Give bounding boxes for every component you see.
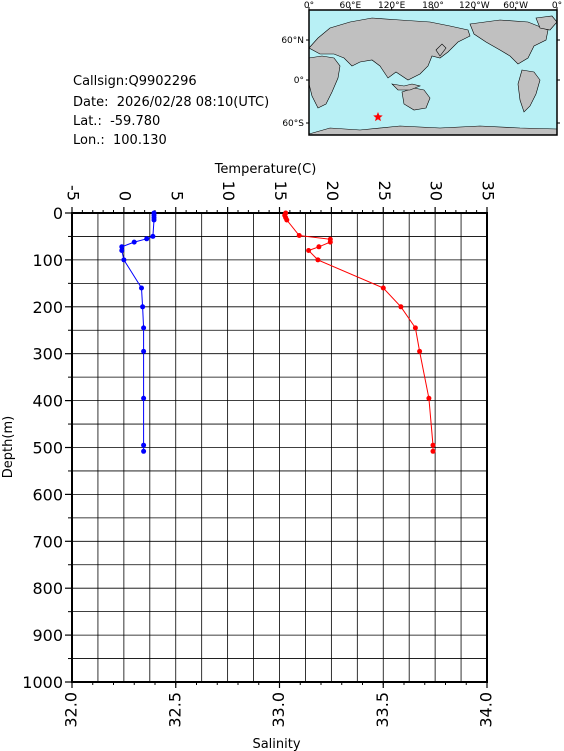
depth-tick-label: 300 (32, 345, 63, 364)
salinity-data-point (131, 239, 137, 245)
temperature-tick-label: 0 (115, 191, 134, 201)
map-land-north-america (469, 19, 549, 65)
depth-tick-label: 500 (32, 439, 63, 458)
lon-label: Lon.: (73, 133, 105, 148)
salinity-data-point (141, 442, 147, 448)
temperature-tick-label: 35 (479, 181, 498, 201)
callsign-label: Callsign: (73, 74, 129, 89)
depth-tick-label: 0 (53, 204, 63, 223)
map-lat-tick-label: 60°S (282, 119, 304, 129)
temperature-data-point (316, 244, 322, 250)
temperature-data-point (327, 239, 333, 245)
salinity-data-point (141, 348, 147, 354)
depth-tick-label: 1000 (22, 673, 63, 692)
depth-tick-label: 600 (32, 485, 63, 504)
salinity-data-point (121, 257, 127, 263)
map-land-greenland (535, 15, 558, 31)
callsign-value: Q9902296 (128, 74, 197, 89)
map-land-japan (435, 43, 447, 57)
temperature-data-point (284, 217, 290, 223)
location-map: 0° 60°E 120°E 180° 120°W 60°W 0° 60°N 0° 60°S (281, 1, 562, 136)
map-land-europe-asia (308, 17, 471, 81)
depth-tick-label: 200 (32, 298, 63, 317)
salinity-data-point (119, 244, 125, 250)
date-value: 2026/02/28 08:10(UTC) (116, 95, 270, 110)
salinity-axis-title: Salinity (252, 737, 300, 751)
temperature-data-point (417, 348, 423, 354)
salinity-data-point (141, 448, 147, 454)
temperature-data-point (412, 325, 418, 331)
temperature-data-point (430, 442, 436, 448)
temperature-tick-label: -5 (64, 185, 83, 201)
map-lat-tick-label: 60°N (281, 36, 304, 46)
salinity-data-point (151, 217, 157, 223)
station-marker-icon (373, 112, 383, 122)
map-lon-tick-label: 60°E (340, 1, 362, 11)
temperature-tick-label: 10 (219, 181, 238, 201)
temperature-data-point (398, 304, 404, 310)
depth-tick-label: 700 (32, 532, 63, 551)
map-land-africa (308, 55, 341, 109)
lat-value: -59.780 (110, 114, 161, 129)
map-land-indonesia (391, 83, 421, 91)
salinity-data-point (150, 233, 156, 239)
depth-tick-label: 100 (32, 251, 63, 270)
date-line: Date: 2026/02/28 08:10(UTC) (73, 95, 269, 111)
map-lon-tick-label: 180° (422, 1, 444, 11)
depth-tick-label: 900 (32, 626, 63, 645)
lon-value: 100.130 (113, 133, 167, 148)
map-lat-tick-label: 0° (294, 76, 304, 86)
lat-label: Lat.: (73, 114, 102, 129)
salinity-tick-label: 32.5 (165, 692, 184, 728)
plot-frame (71, 212, 488, 683)
salinity-tick-label: 32.0 (62, 692, 81, 728)
temperature-data-point (380, 285, 386, 291)
temperature-tick-label: 20 (323, 181, 342, 201)
temperature-tick-label: 25 (375, 181, 394, 201)
salinity-tick-label: 34.0 (477, 692, 496, 728)
salinity-data-point (141, 325, 147, 331)
temperature-data-point (426, 395, 432, 401)
temperature-data-point (430, 448, 436, 454)
temperature-tick-label: 5 (167, 191, 186, 201)
salinity-tick-label: 33.0 (269, 692, 288, 728)
temperature-data-point (296, 233, 302, 238)
date-label: Date: (73, 95, 109, 110)
map-lon-tick-label: 60°W (503, 1, 528, 11)
salinity-tick-label: 33.5 (373, 692, 392, 728)
salinity-data-point (139, 285, 144, 291)
callsign-line: Callsign:Q9902296 (73, 74, 197, 90)
temperature-tick-label: 15 (271, 181, 290, 201)
salinity-data-point (119, 248, 125, 253)
depth-tick-label: 400 (32, 392, 63, 411)
map-lon-tick-label: 120°E (378, 1, 406, 11)
depth-tick-label: 800 (32, 579, 63, 598)
salinity-data-point (140, 304, 146, 310)
depth-axis-title: Depth(m) (1, 416, 16, 478)
map-lon-tick-label: 0° (552, 1, 562, 11)
temperature-data-point (315, 257, 321, 263)
map-land-south-america (517, 69, 541, 113)
temperature-tick-label: 30 (427, 181, 446, 201)
map-lon-tick-label: 120°W (459, 1, 490, 11)
lat-line: Lat.: -59.780 (73, 114, 160, 130)
map-land-australia (401, 87, 431, 111)
salinity-data-point (141, 395, 147, 401)
temperature-data-point (306, 248, 312, 253)
salinity-data-point (144, 236, 150, 242)
temperature-axis-title: Temperature(C) (214, 162, 317, 177)
map-lon-tick-label: 0° (304, 1, 314, 11)
lon-line: Lon.: 100.130 (73, 133, 167, 149)
